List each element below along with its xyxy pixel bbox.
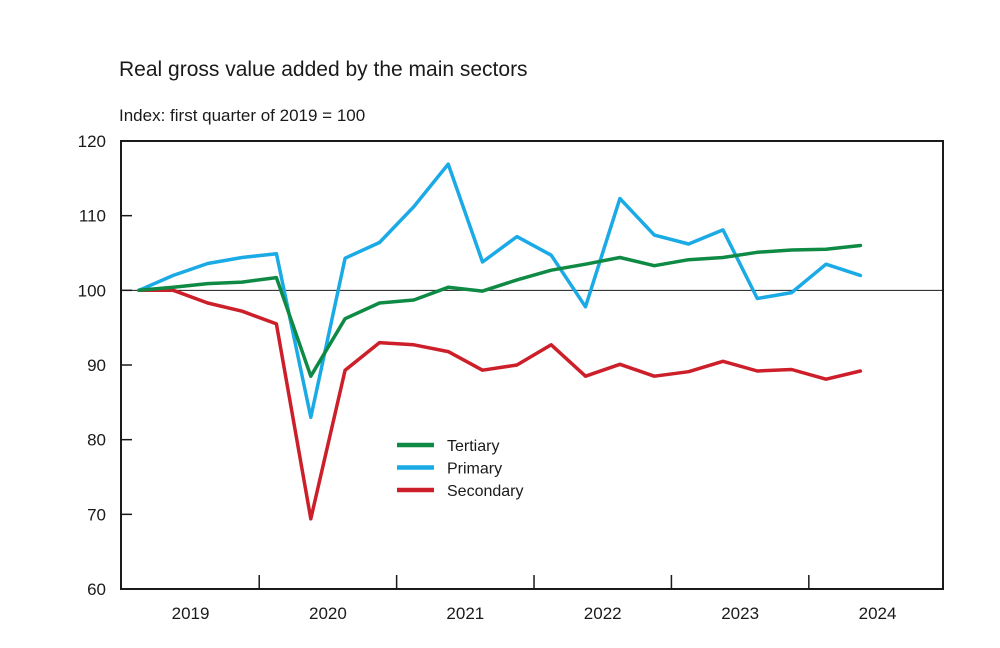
x-tick-label: 2020 xyxy=(309,604,347,623)
chart-title: Real gross value added by the main secto… xyxy=(119,58,528,81)
x-tick-label: 2021 xyxy=(446,604,484,623)
y-tick-label: 100 xyxy=(78,281,106,300)
x-axis-ticks: 2019 2020 2021 2022 2023 2024 xyxy=(172,575,897,623)
y-tick-label: 90 xyxy=(87,356,106,375)
series-line-primary xyxy=(137,162,863,420)
x-tick-label: 2023 xyxy=(721,604,759,623)
x-tick-label: 2019 xyxy=(172,604,210,623)
x-tick-label: 2024 xyxy=(859,604,897,623)
legend-label-tertiary: Tertiary xyxy=(447,438,499,455)
x-tick-label: 2022 xyxy=(584,604,622,623)
series-line-tertiary xyxy=(137,243,863,378)
y-tick-label: 120 xyxy=(78,132,106,151)
plot-frame xyxy=(120,140,944,590)
series-line-secondary xyxy=(137,288,863,521)
legend: Tertiary Primary Secondary xyxy=(397,438,524,500)
legend-label-secondary: Secondary xyxy=(447,483,524,500)
y-tick-label: 60 xyxy=(87,580,106,599)
y-tick-label: 110 xyxy=(79,207,106,226)
y-tick-label: 70 xyxy=(87,505,106,524)
legend-label-primary: Primary xyxy=(447,461,502,478)
y-axis-ticks: 60 70 80 90 100 110 120 xyxy=(78,132,132,599)
chart-subtitle: Index: first quarter of 2019 = 100 xyxy=(119,106,366,125)
y-tick-label: 80 xyxy=(87,431,106,450)
series-layer xyxy=(137,162,863,521)
